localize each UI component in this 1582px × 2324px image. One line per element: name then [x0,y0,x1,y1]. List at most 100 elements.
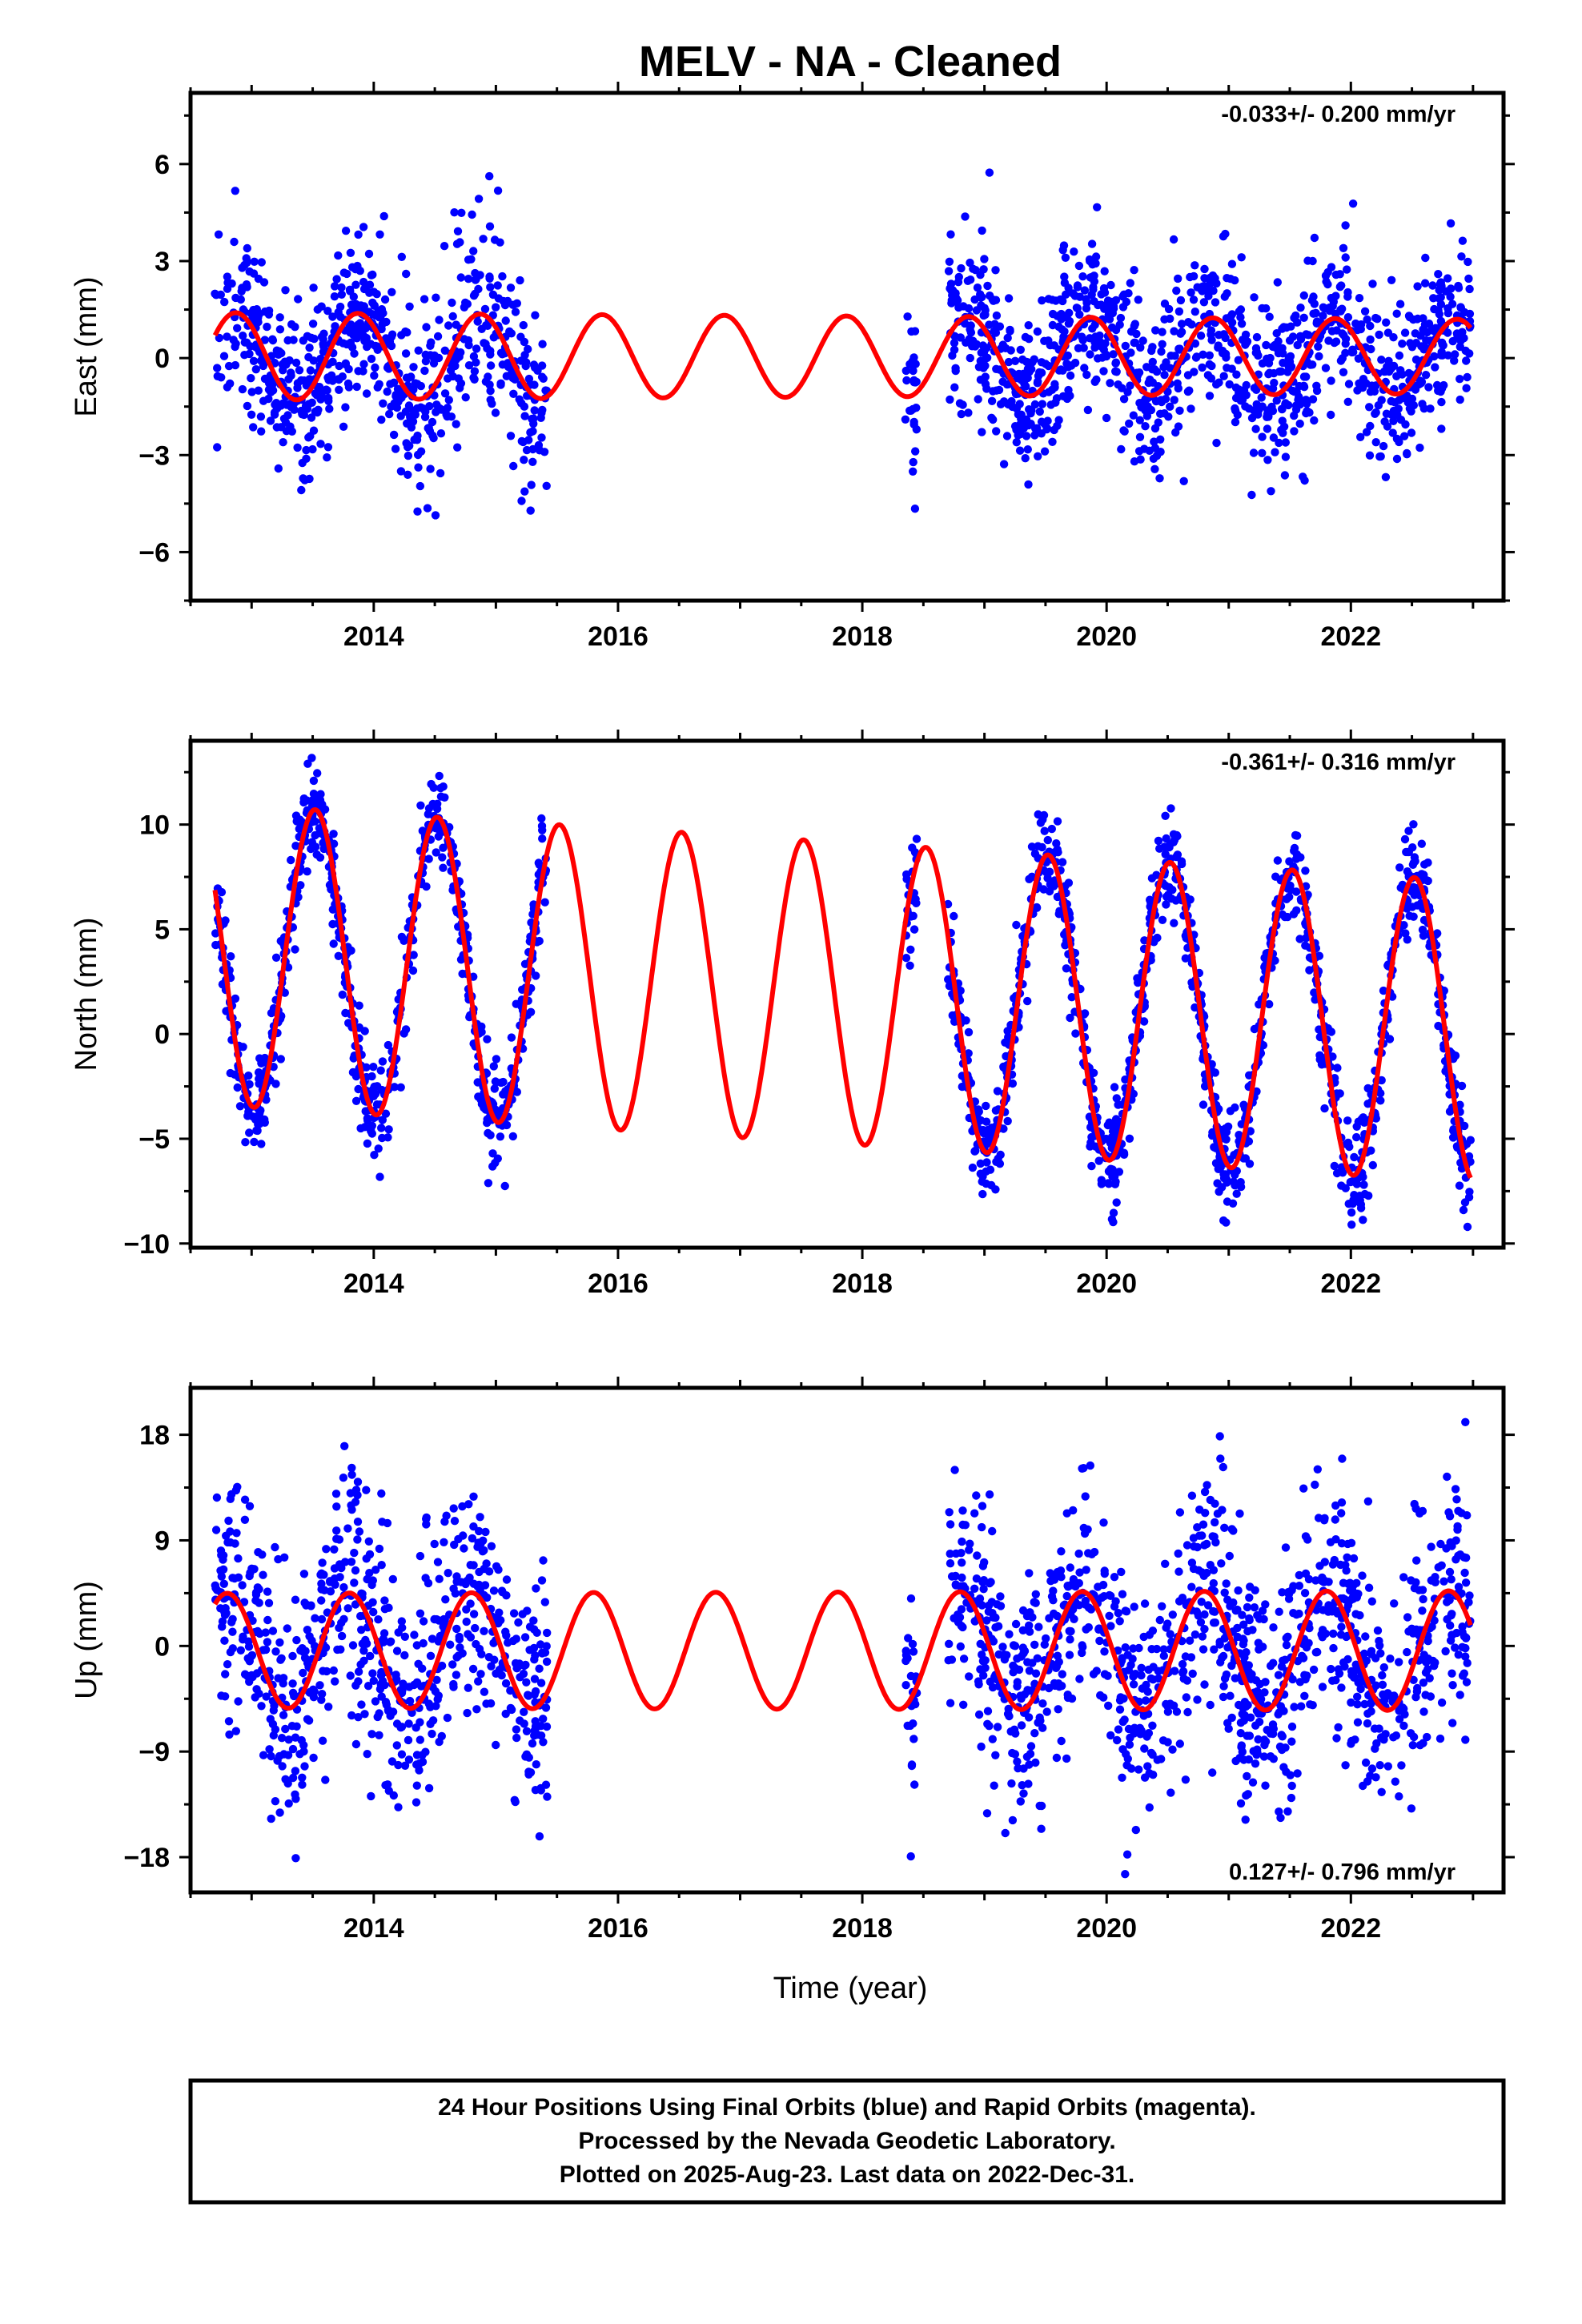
data-point [1437,424,1446,433]
data-point [1268,342,1278,352]
data-point [292,1722,301,1731]
east-y-tick-label: 3 [155,247,170,277]
data-point [243,243,251,253]
data-point [335,302,345,312]
data-point [1356,320,1366,329]
data-point [1118,384,1126,392]
data-point [362,1063,371,1072]
data-point [1419,314,1427,323]
data-point [448,372,457,381]
data-point [426,1651,436,1660]
data-point [254,1120,263,1129]
data-point [1452,1555,1460,1564]
data-point [1054,366,1064,375]
data-point [1121,1075,1130,1084]
data-point [214,230,223,239]
data-point [1003,1116,1012,1126]
data-point [1368,279,1377,288]
data-point [1424,383,1433,392]
data-point [426,1719,435,1728]
data-point [1154,836,1163,846]
data-point [416,1735,424,1744]
data-point [1439,1577,1448,1586]
data-point [384,1787,393,1795]
data-point [220,1607,229,1616]
data-point [403,419,412,428]
data-point [1363,1719,1372,1728]
data-point [287,855,295,865]
data-point [370,1151,379,1160]
data-point [347,1463,356,1473]
data-point [1224,1724,1233,1733]
data-point [464,361,474,370]
data-point [1446,219,1456,228]
data-point [1352,1132,1361,1142]
data-point [354,1713,363,1722]
data-point [1099,1518,1108,1527]
data-point [490,1084,499,1093]
data-point [422,1514,431,1524]
data-point [392,1647,402,1655]
data-point [1137,1663,1146,1672]
data-point [1100,1647,1109,1656]
data-point [1299,472,1307,481]
data-point [1342,1566,1351,1575]
data-point [1407,428,1416,437]
data-point [1375,330,1383,340]
data-point [291,945,299,954]
data-point [989,415,998,424]
data-point [907,1760,917,1769]
data-point [960,319,970,328]
data-point [1014,369,1024,379]
data-point [1337,1683,1346,1692]
data-point [458,969,467,979]
up-y-tick-label: 0 [155,1631,170,1662]
data-point [1451,1051,1460,1060]
data-point [1211,298,1220,307]
data-point [1291,854,1301,863]
data-point [1457,252,1466,261]
data-point [247,1651,256,1661]
data-point [542,1722,552,1731]
data-point [309,1753,318,1763]
data-point [1341,340,1350,348]
data-point [1175,345,1184,354]
data-point [1259,1752,1269,1761]
data-point [1170,396,1178,404]
data-point [1331,270,1341,279]
data-point [1062,290,1070,299]
data-point [308,320,318,328]
data-point [505,327,514,336]
data-point [1021,332,1030,342]
data-point [317,302,326,311]
data-point [486,1699,496,1708]
data-point [1191,353,1201,362]
data-point [479,235,488,243]
data-point [461,298,470,308]
data-point [247,374,255,383]
data-point [456,1643,464,1652]
data-point [477,1022,486,1031]
data-point [481,340,490,348]
data-point [217,1691,226,1700]
data-point [404,451,413,460]
data-point [241,1138,250,1147]
data-point [440,242,449,251]
data-point [260,1115,269,1124]
data-point [945,1639,954,1648]
data-point [1318,1683,1327,1691]
data-point [412,1781,421,1790]
data-point [1463,372,1472,382]
data-point [516,275,524,285]
data-point [244,1637,253,1646]
data-point [485,222,495,231]
data-point [1140,444,1149,453]
data-point [246,1568,255,1578]
data-point [424,424,432,432]
data-point [999,460,1009,468]
data-point [372,1100,382,1109]
data-point [1456,1100,1464,1109]
data-point [280,1553,289,1562]
data-point [1434,270,1443,279]
